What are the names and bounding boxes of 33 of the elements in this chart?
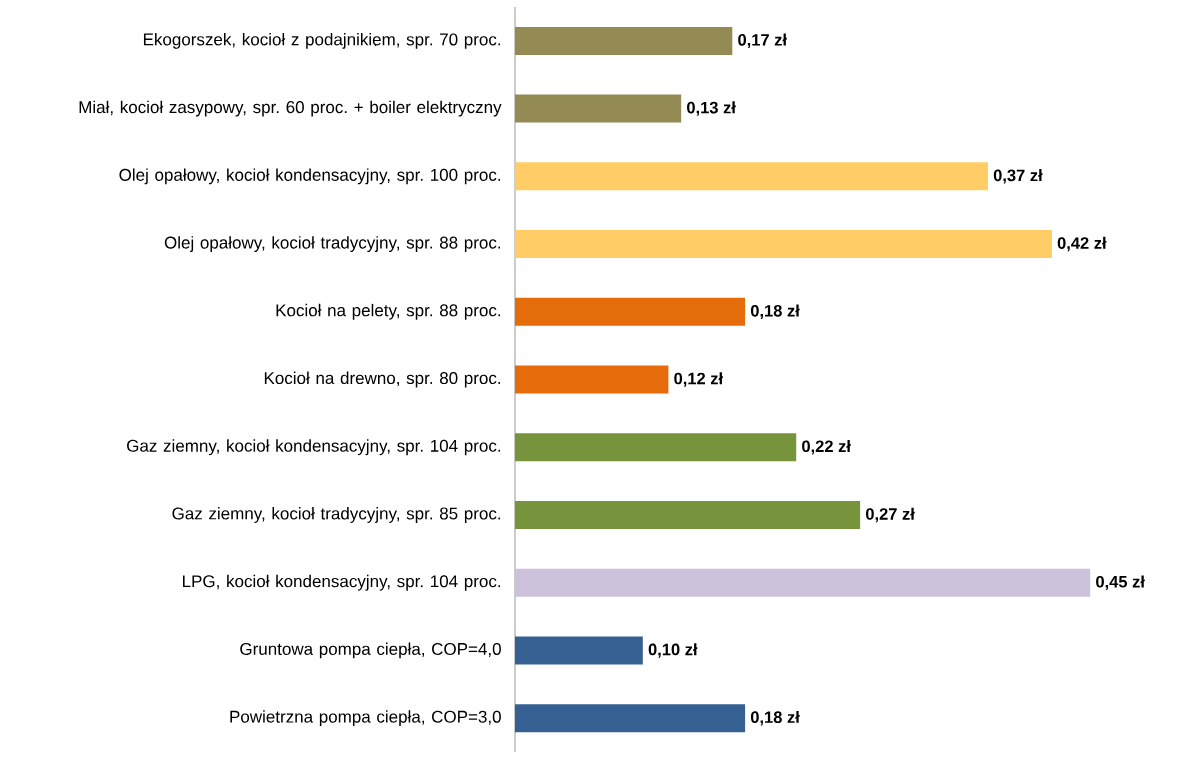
y-tick-label: Gruntowa pompa ciepła, COP=4,0 bbox=[240, 642, 501, 659]
bar bbox=[514, 162, 988, 191]
data-label: 0,22 zł bbox=[802, 439, 851, 455]
bar bbox=[514, 365, 669, 394]
data-label: 0,18 zł bbox=[750, 304, 800, 320]
bar bbox=[514, 297, 746, 326]
data-label: 0,45 zł bbox=[1096, 575, 1145, 590]
data-label: 0,42 zł bbox=[1057, 236, 1107, 252]
data-label: 0,17 zł bbox=[738, 33, 787, 49]
data-label: 0,10 zł bbox=[648, 643, 698, 658]
data-label: 0,13 zł bbox=[687, 101, 736, 116]
bar bbox=[514, 636, 643, 665]
bar bbox=[514, 94, 682, 123]
y-tick-label: Powietrzna pompa ciepła, COP=3,0 bbox=[230, 710, 501, 727]
y-tick-label: Olej opałowy, kocioł kondensacyjny, spr. 100 proc. bbox=[119, 168, 501, 185]
data-label: 0,37 zł bbox=[993, 169, 1043, 184]
bar bbox=[514, 704, 746, 733]
bar bbox=[514, 500, 861, 529]
y-tick-label: Ekogorszek, kocioł z podajnikiem, spr. 70 proc. bbox=[143, 32, 501, 49]
y-tick-label: LPG, kocioł kondensacyjny, spr. 104 proc. bbox=[183, 574, 501, 591]
bar bbox=[514, 568, 1091, 597]
data-label: 0,12 zł bbox=[674, 372, 723, 387]
data-label: 0,18 zł bbox=[750, 710, 800, 726]
data-label: 0,27 zł bbox=[865, 507, 915, 523]
y-tick-label: Kocioł na pelety, spr. 88 proc. bbox=[276, 303, 501, 320]
y-tick-label: Kocioł na drewno, spr. 80 proc. bbox=[264, 371, 501, 388]
y-tick-label: Gaz ziemny, kocioł tradycyjny, spr. 85 proc. bbox=[172, 507, 501, 523]
y-tick-label: Gaz ziemny, kocioł kondensacyjny, spr. 104 proc. bbox=[127, 439, 501, 456]
y-tick-label: Olej opałowy, kocioł tradycyjny, spr. 88 proc. bbox=[164, 236, 501, 252]
bar bbox=[514, 26, 733, 55]
bar bbox=[514, 230, 1052, 259]
y-tick-label: Miał, kocioł zasypowy, spr. 60 proc. + boiler elektryczny bbox=[79, 100, 502, 117]
bar bbox=[514, 433, 797, 462]
